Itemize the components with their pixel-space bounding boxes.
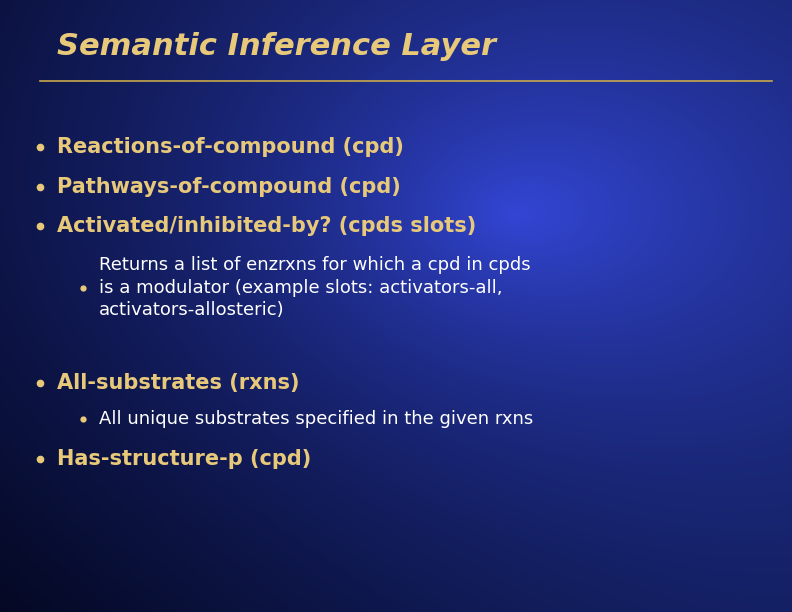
Text: Returns a list of enzrxns for which a cpd in cpds
is a modulator (example slots:: Returns a list of enzrxns for which a cp…	[99, 256, 531, 319]
Text: All unique substrates specified in the given rxns: All unique substrates specified in the g…	[99, 410, 533, 428]
Text: Pathways-of-compound (cpd): Pathways-of-compound (cpd)	[57, 177, 401, 196]
Text: Has-structure-p (cpd): Has-structure-p (cpd)	[57, 449, 311, 469]
Text: Activated/inhibited-by? (cpds slots): Activated/inhibited-by? (cpds slots)	[57, 217, 476, 236]
Text: Semantic Inference Layer: Semantic Inference Layer	[57, 32, 496, 61]
Text: Reactions-of-compound (cpd): Reactions-of-compound (cpd)	[57, 137, 404, 157]
Text: All-substrates (rxns): All-substrates (rxns)	[57, 373, 299, 392]
